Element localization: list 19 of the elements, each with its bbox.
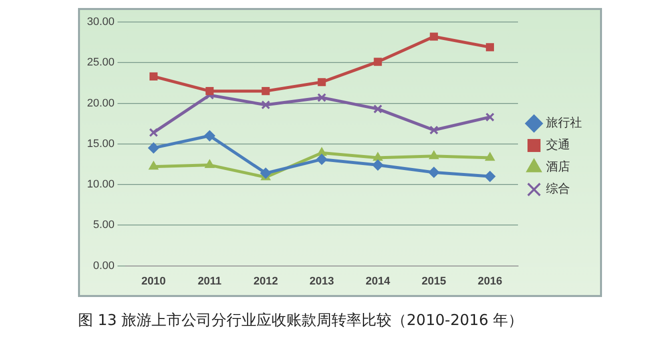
legend-label: 综合 [546,182,570,196]
x-tick-label: 2010 [141,275,166,288]
y-tick-label: 15.00 [86,138,115,150]
caption: 图 13 旅游上市公司分行业应收账款周转率比较（2010-2016 年） [78,311,524,330]
x-tick-label: 2012 [253,275,278,288]
x-tick-label: 2016 [478,275,502,288]
y-tick-label: 20.00 [86,97,115,110]
x-tick-label: 2015 [422,275,446,288]
x-tick-label: 2014 [366,275,391,288]
y-tick-label: 25.00 [86,56,115,69]
legend-label: 酒店 [546,160,570,174]
legend-label: 旅行社 [546,116,582,130]
x-tick-label: 2013 [310,275,334,288]
y-tick-label: 5.00 [93,219,115,232]
x-tick-label: 2011 [198,275,222,288]
legend-label: 交通 [546,138,570,152]
y-tick-label: 0.00 [93,260,115,272]
y-tick-label: 30.00 [86,16,115,28]
y-tick-label: 10.00 [86,178,115,191]
